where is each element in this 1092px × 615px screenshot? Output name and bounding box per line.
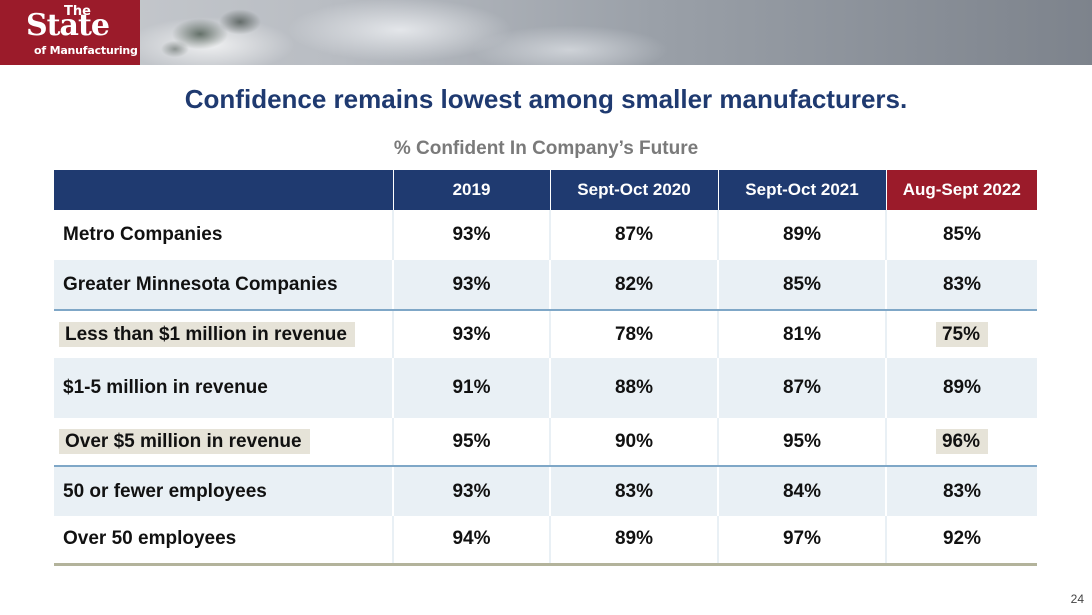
table-row: Less than $1 million in revenue 93% 78% … <box>54 310 1037 358</box>
highlighted-label: Over $5 million in revenue <box>59 428 310 454</box>
cell-value: 96% <box>885 418 1037 467</box>
row-label: Over $5 million in revenue <box>54 418 393 467</box>
header-blank <box>54 170 393 210</box>
cell-value: 89% <box>717 210 886 260</box>
state-of-manufacturing-logo: The State of Manufacturing <box>0 0 140 65</box>
header-2019: 2019 <box>392 170 550 210</box>
cell-value: 90% <box>549 418 718 467</box>
table-row: $1-5 million in revenue 91% 88% 87% 89% <box>54 358 1037 418</box>
cell-value: 93% <box>392 260 550 311</box>
page-number: 24 <box>1070 592 1084 606</box>
table-row: Metro Companies 93% 87% 89% 85% <box>54 210 1037 260</box>
cell-value: 94% <box>392 516 550 566</box>
cell-value: 87% <box>717 358 886 418</box>
cell-value: 97% <box>717 516 886 566</box>
logo-text-the: The <box>64 4 91 19</box>
cell-value: 82% <box>549 260 718 311</box>
cell-value: 83% <box>549 466 718 516</box>
cell-value: 78% <box>549 310 718 358</box>
cell-value: 85% <box>885 210 1037 260</box>
cell-value: 83% <box>885 260 1037 311</box>
highlighted-value: 75% <box>935 321 989 347</box>
row-label: $1-5 million in revenue <box>54 358 393 418</box>
row-label: 50 or fewer employees <box>54 466 393 516</box>
table-row: 50 or fewer employees 93% 83% 84% 83% <box>54 466 1037 516</box>
logo-text-state: State <box>26 8 110 43</box>
cell-value: 85% <box>717 260 886 311</box>
table-subtitle: % Confident In Company’s Future <box>393 138 699 159</box>
cell-value: 89% <box>549 516 718 566</box>
cell-value: 95% <box>392 418 550 467</box>
cell-value: 93% <box>392 210 550 260</box>
cell-value: 93% <box>392 310 550 358</box>
table-row: Over $5 million in revenue 95% 90% 95% 9… <box>54 418 1037 467</box>
cell-value: 91% <box>392 358 550 418</box>
header-banner <box>0 0 1092 65</box>
table-row: Over 50 employees 94% 89% 97% 92% <box>54 516 1037 566</box>
cell-value: 92% <box>885 516 1037 566</box>
cell-value: 84% <box>717 466 886 516</box>
row-label: Over 50 employees <box>54 516 393 566</box>
header-sept-oct-2021: Sept-Oct 2021 <box>717 170 886 210</box>
cell-value: 75% <box>885 310 1037 358</box>
cell-value: 93% <box>392 466 550 516</box>
row-label: Metro Companies <box>54 210 393 260</box>
cell-value: 83% <box>885 466 1037 516</box>
table-header-row: 2019 Sept-Oct 2020 Sept-Oct 2021 Aug-Sep… <box>54 170 1037 210</box>
highlighted-label: Less than $1 million in revenue <box>59 321 355 347</box>
cell-value: 89% <box>885 358 1037 418</box>
banner-debris-image <box>160 4 270 60</box>
highlighted-value: 96% <box>935 428 989 454</box>
header-sept-oct-2020: Sept-Oct 2020 <box>549 170 718 210</box>
confidence-table: 2019 Sept-Oct 2020 Sept-Oct 2021 Aug-Sep… <box>54 170 1037 566</box>
logo-text-manufacturing: of Manufacturing <box>34 44 138 57</box>
row-label: Less than $1 million in revenue <box>54 310 393 358</box>
cell-value: 88% <box>549 358 718 418</box>
row-label: Greater Minnesota Companies <box>54 260 393 311</box>
cell-value: 87% <box>549 210 718 260</box>
cell-value: 95% <box>717 418 886 467</box>
slide-title: Confidence remains lowest among smaller … <box>184 84 908 114</box>
cell-value: 81% <box>717 310 886 358</box>
header-aug-sept-2022: Aug-Sept 2022 <box>885 170 1037 210</box>
table-row: Greater Minnesota Companies 93% 82% 85% … <box>54 260 1037 311</box>
